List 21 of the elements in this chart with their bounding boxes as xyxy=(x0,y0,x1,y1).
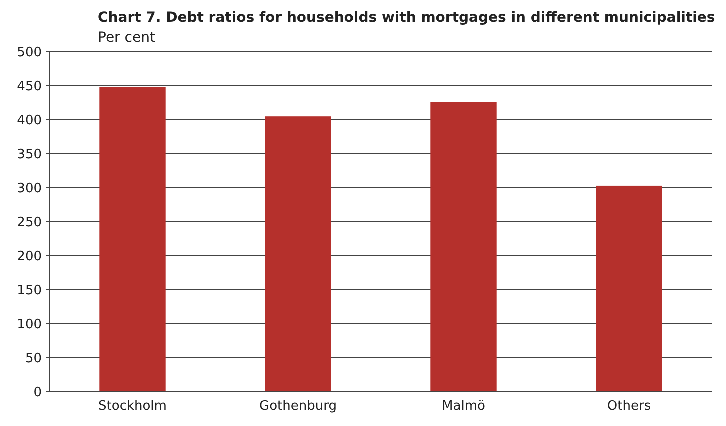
x-tick-label: Gothenburg xyxy=(260,399,337,414)
chart-title: Chart 7. Debt ratios for households with mortgages in different municipalities xyxy=(98,10,716,26)
y-tick-label: 300 xyxy=(17,182,42,197)
y-tick-label: 350 xyxy=(17,148,42,163)
y-tick-label: 0 xyxy=(34,386,42,401)
y-tick-label: 250 xyxy=(17,216,42,231)
bar xyxy=(100,87,166,392)
y-axis-title: Per cent xyxy=(98,30,156,46)
bar xyxy=(596,186,662,392)
x-tick-label: Others xyxy=(607,399,652,414)
y-tick-label: 200 xyxy=(17,250,42,265)
y-tick-label: 100 xyxy=(17,318,42,333)
y-tick-label: 500 xyxy=(17,46,42,61)
y-tick-label: 150 xyxy=(17,284,42,299)
bar xyxy=(430,102,497,392)
x-tick-label: Malmö xyxy=(442,399,486,414)
x-tick-label: Stockholm xyxy=(98,399,167,414)
bar xyxy=(265,116,332,392)
y-tick-label: 450 xyxy=(17,80,42,95)
y-tick-label: 400 xyxy=(17,114,42,129)
y-tick-label: 50 xyxy=(25,352,42,367)
